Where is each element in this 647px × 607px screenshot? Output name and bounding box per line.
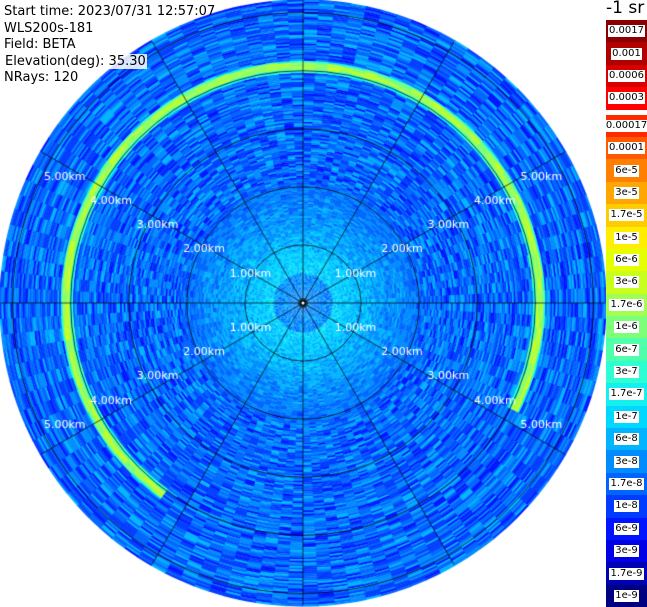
- colorbar-tick-label: 1e-5: [614, 231, 639, 244]
- colorbar-swatch: 3e-8: [606, 450, 647, 473]
- colorbar-swatch: 3e-6: [606, 271, 647, 294]
- colorbar: 0.0017 0.001 0.0006 0.0003 0.00017 0.0001 6e-5…: [604, 20, 647, 607]
- colorbar-tick-label: 6e-7: [614, 343, 639, 356]
- colorbar-tick-label: 1e-6: [614, 321, 639, 334]
- instrument-name-text: WLS200s-181: [4, 20, 94, 36]
- colorbar-swatch: 0.0001: [606, 136, 647, 160]
- colorbar-swatch: 1.7e-5: [606, 204, 647, 227]
- colorbar-swatch: 3e-9: [606, 539, 647, 563]
- colorbar-swatch: 1e-9: [606, 584, 647, 607]
- colorbar-tick-label: 3e-5: [614, 186, 639, 199]
- colorbar-swatch: 1.7e-9: [606, 562, 647, 585]
- colorbar-swatch: 1e-6: [606, 316, 647, 339]
- field-text: Field: BETA: [4, 37, 76, 52]
- colorbar-tick-label: 0.0003: [608, 92, 645, 105]
- colorbar-swatch: 1.7e-8: [606, 472, 647, 496]
- colorbar-tick-label: 1e-7: [614, 410, 639, 423]
- colorbar-swatch: 6e-8: [606, 428, 647, 451]
- colorbar-swatch: 0.0006: [606, 64, 647, 88]
- colorbar-swatch: 3e-7: [606, 360, 647, 384]
- colorbar-tick-label: 1e-9: [614, 589, 639, 602]
- colorbar-tick-label: 1.7e-9: [609, 567, 644, 580]
- colorbar-swatch: 6e-6: [606, 248, 647, 272]
- elevation-text: Elevation(deg): 35.30: [4, 53, 147, 69]
- colorbar-tick-label: 0.00017: [604, 119, 647, 132]
- colorbar-swatch: 6e-9: [606, 517, 647, 540]
- colorbar-swatch: 0.0017: [606, 20, 647, 43]
- colorbar-tick-label: 6e-6: [614, 254, 639, 267]
- colorbar-swatch: 6e-7: [606, 338, 647, 361]
- colorbar-swatch: 3e-5: [606, 181, 647, 205]
- colorbar-swatch: 0.0003: [606, 87, 647, 110]
- colorbar-swatch: 1.7e-7: [606, 383, 647, 406]
- colorbar-tick-label: 0.0006: [608, 69, 645, 82]
- colorbar-tick-label: 3e-8: [614, 455, 639, 468]
- colorbar-tick-label: 3e-7: [614, 366, 639, 379]
- colorbar-tick-label: 1.7e-7: [609, 388, 644, 401]
- colorbar-tick-label: 1.7e-5: [609, 209, 644, 222]
- colorbar-swatch: 6e-5: [606, 159, 647, 182]
- colorbar-swatch: 1.7e-6: [606, 293, 647, 317]
- colorbar-tick-label: 3e-6: [614, 276, 639, 289]
- colorbar-tick-label: 1e-8: [614, 500, 639, 513]
- colorbar-tick-label: 3e-9: [614, 545, 639, 558]
- colorbar-tick-label: 1.7e-8: [609, 478, 644, 490]
- colorbar-swatch: 1e-7: [606, 405, 647, 429]
- scan-info: Start time: 2023/07/31 12:57:07 WLS200s-…: [4, 4, 215, 87]
- colorbar-tick-label: 1.7e-6: [609, 298, 644, 311]
- colorbar-tick-label: 0.0001: [608, 142, 645, 155]
- colorbar-swatch: 0.001: [606, 42, 647, 65]
- colorbar-swatch: 1e-8: [606, 495, 647, 518]
- colorbar-tick-label: 6e-8: [614, 433, 639, 446]
- start-time-text: Start time: 2023/07/31 12:57:07: [4, 4, 216, 19]
- colorbar-units-label: -1 sr: [606, 0, 645, 18]
- colorbar-tick-label: 0.0017: [608, 25, 645, 38]
- colorbar-swatch: 0.00017: [604, 114, 647, 137]
- colorbar-tick-label: 6e-9: [614, 522, 639, 535]
- colorbar-tick-label: 0.001: [611, 47, 642, 60]
- nrays-text: NRays: 120: [4, 70, 79, 85]
- colorbar-tick-label: 6e-5: [614, 164, 639, 177]
- colorbar-swatch: 1e-5: [606, 226, 647, 249]
